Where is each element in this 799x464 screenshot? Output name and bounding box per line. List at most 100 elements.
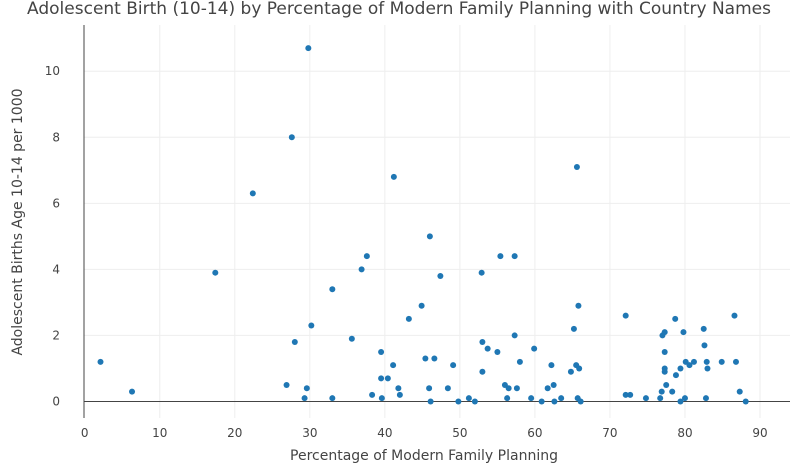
data-point[interactable]: [358, 266, 365, 273]
data-point[interactable]: [305, 45, 312, 52]
data-point[interactable]: [212, 269, 219, 276]
data-point[interactable]: [384, 375, 391, 382]
data-point[interactable]: [329, 395, 336, 402]
data-point[interactable]: [283, 381, 290, 388]
data-point[interactable]: [627, 391, 634, 398]
data-point[interactable]: [422, 355, 429, 362]
data-point[interactable]: [479, 339, 486, 346]
data-point[interactable]: [622, 312, 629, 319]
data-point[interactable]: [97, 358, 104, 365]
data-point[interactable]: [742, 398, 749, 405]
data-point[interactable]: [308, 322, 315, 329]
data-point[interactable]: [511, 332, 518, 339]
data-point[interactable]: [291, 339, 298, 346]
data-point[interactable]: [544, 385, 551, 392]
data-point[interactable]: [576, 365, 583, 372]
data-point[interactable]: [677, 398, 684, 405]
data-point[interactable]: [702, 395, 709, 402]
data-point[interactable]: [427, 398, 434, 405]
data-point[interactable]: [369, 391, 376, 398]
x-axis-label: Percentage of Modern Family Planning: [290, 448, 558, 464]
data-point[interactable]: [661, 329, 668, 336]
data-point[interactable]: [497, 253, 504, 260]
data-point[interactable]: [303, 385, 310, 392]
grid-lines: [84, 25, 790, 418]
data-point[interactable]: [690, 358, 697, 365]
data-point[interactable]: [573, 164, 580, 171]
data-point[interactable]: [686, 362, 693, 369]
data-point[interactable]: [390, 362, 397, 369]
data-point[interactable]: [471, 398, 478, 405]
data-point[interactable]: [661, 368, 668, 375]
data-point[interactable]: [465, 395, 472, 402]
data-point[interactable]: [505, 385, 512, 392]
data-point[interactable]: [444, 385, 451, 392]
data-point[interactable]: [622, 391, 629, 398]
data-point[interactable]: [577, 398, 584, 405]
data-point[interactable]: [437, 272, 444, 279]
data-point[interactable]: [669, 388, 676, 395]
data-point[interactable]: [405, 315, 412, 322]
data-point[interactable]: [390, 173, 397, 180]
data-point[interactable]: [703, 358, 710, 365]
y-tick-label: 2: [52, 328, 60, 342]
data-point[interactable]: [478, 269, 485, 276]
data-point[interactable]: [718, 358, 725, 365]
data-point[interactable]: [348, 335, 355, 342]
data-point[interactable]: [567, 368, 574, 375]
data-point[interactable]: [663, 381, 670, 388]
data-point[interactable]: [301, 395, 308, 402]
data-point[interactable]: [511, 253, 518, 260]
data-point[interactable]: [672, 372, 679, 379]
data-point[interactable]: [538, 398, 545, 405]
data-point[interactable]: [494, 348, 501, 355]
data-point[interactable]: [657, 395, 664, 402]
data-point[interactable]: [363, 253, 370, 260]
data-point[interactable]: [426, 385, 433, 392]
data-point[interactable]: [704, 365, 711, 372]
data-point[interactable]: [513, 385, 520, 392]
data-point[interactable]: [431, 355, 438, 362]
data-point[interactable]: [548, 362, 555, 369]
data-point[interactable]: [378, 375, 385, 382]
data-point[interactable]: [395, 385, 402, 392]
data-point[interactable]: [378, 395, 385, 402]
data-point[interactable]: [288, 134, 295, 141]
data-point[interactable]: [677, 365, 684, 372]
y-tick-label: 8: [52, 130, 60, 144]
x-tick-label: 60: [527, 426, 542, 440]
data-point[interactable]: [558, 395, 565, 402]
data-point[interactable]: [504, 395, 511, 402]
data-point[interactable]: [672, 315, 679, 322]
data-point[interactable]: [680, 329, 687, 336]
data-point[interactable]: [736, 388, 743, 395]
data-point[interactable]: [378, 348, 385, 355]
y-tick-label: 10: [45, 64, 60, 78]
data-point[interactable]: [249, 190, 256, 197]
data-point[interactable]: [531, 345, 538, 352]
data-point[interactable]: [455, 398, 462, 405]
data-point[interactable]: [516, 358, 523, 365]
data-point[interactable]: [700, 325, 707, 332]
data-point[interactable]: [396, 391, 403, 398]
data-point[interactable]: [418, 302, 425, 309]
data-point[interactable]: [642, 395, 649, 402]
x-tick-label: 80: [677, 426, 692, 440]
data-point[interactable]: [701, 342, 708, 349]
data-point[interactable]: [570, 325, 577, 332]
data-point[interactable]: [450, 362, 457, 369]
data-point[interactable]: [484, 345, 491, 352]
data-point[interactable]: [129, 388, 136, 395]
data-point[interactable]: [658, 388, 665, 395]
data-point[interactable]: [732, 358, 739, 365]
data-point[interactable]: [479, 368, 486, 375]
data-point[interactable]: [551, 398, 558, 405]
data-point[interactable]: [528, 395, 535, 402]
data-point[interactable]: [731, 312, 738, 319]
data-point[interactable]: [681, 395, 688, 402]
data-point[interactable]: [426, 233, 433, 240]
data-point[interactable]: [575, 302, 582, 309]
data-point[interactable]: [550, 381, 557, 388]
data-point[interactable]: [661, 348, 668, 355]
data-point[interactable]: [329, 286, 336, 293]
